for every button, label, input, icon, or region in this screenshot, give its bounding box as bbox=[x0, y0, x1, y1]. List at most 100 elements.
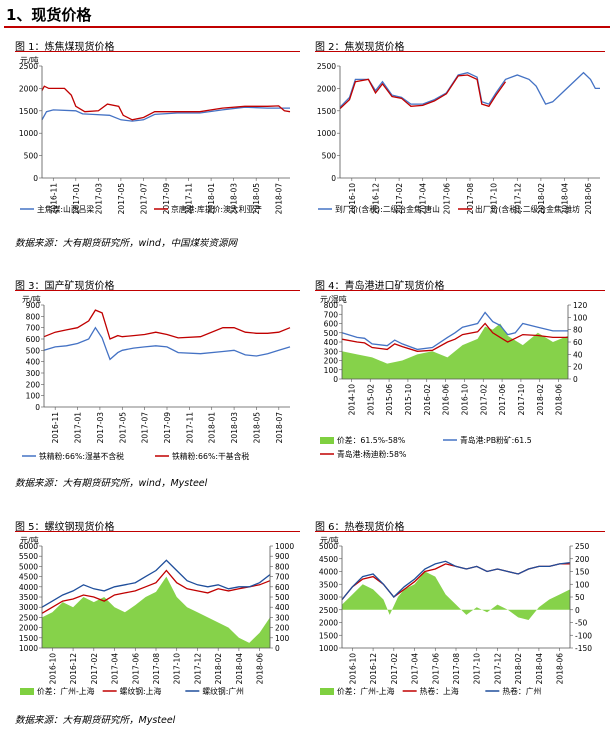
fig4-y2tick-label: 60 bbox=[573, 338, 583, 347]
fig3-xtick-label: 2018-07 bbox=[275, 412, 284, 444]
fig5-ytick-label: 2000 bbox=[19, 624, 38, 633]
fig5-xtick-label: 2017-12 bbox=[193, 653, 202, 685]
fig6-series-line-1 bbox=[341, 560, 571, 601]
fig6-y2tick-label: -50 bbox=[575, 619, 587, 628]
fig3-ytick-label: 700 bbox=[26, 324, 41, 333]
fig6-ytick-label: 5000 bbox=[319, 542, 338, 551]
fig1-legend-label: 主焦煤:山西吕梁 bbox=[37, 204, 94, 214]
fig4-legend-label: 青岛港:杨迪粉:58% bbox=[337, 449, 406, 459]
fig3-ytick-label: 400 bbox=[26, 358, 41, 367]
fig6-y2tick-label: 200 bbox=[575, 555, 590, 564]
title-divider bbox=[4, 26, 610, 28]
fig1-title: 图 1：炼焦煤现货价格 bbox=[15, 42, 115, 53]
fig1-title-rule bbox=[15, 51, 300, 52]
fig5-title: 图 5：螺纹钢现货价格 bbox=[15, 522, 115, 533]
fig5-ytick-label: 4500 bbox=[19, 573, 38, 582]
fig6-y2tick-label: 250 bbox=[575, 542, 590, 551]
fig2-ytick-label: 2500 bbox=[317, 62, 336, 71]
fig6-ytick-label: 3000 bbox=[319, 593, 338, 602]
fig3-xtick-label: 2016-11 bbox=[51, 412, 60, 444]
fig5-y2tick-label: 100 bbox=[275, 634, 290, 643]
fig5-ytick-label: 3500 bbox=[19, 593, 38, 602]
fig4-xtick-label: 2018-06 bbox=[555, 384, 564, 416]
fig1-xtick-label: 2017-07 bbox=[139, 183, 148, 215]
fig2-xtick-label: 2018-06 bbox=[584, 183, 593, 215]
fig6-area-series bbox=[342, 571, 570, 620]
fig5-y2tick-label: 700 bbox=[275, 573, 290, 582]
fig5-xtick-label: 2017-08 bbox=[152, 653, 161, 685]
fig3-ytick-label: 800 bbox=[26, 312, 41, 321]
fig6-ytick-label: 4000 bbox=[319, 568, 338, 577]
fig4-y2tick-label: 100 bbox=[573, 313, 588, 322]
fig5-ytick-label: 2500 bbox=[19, 613, 38, 622]
fig6-xtick-label: 2016-12 bbox=[369, 653, 378, 685]
fig5-area-series bbox=[42, 576, 270, 648]
fig5-legend-label: 螺纹钢:上海 bbox=[120, 686, 162, 696]
fig2-xtick-label: 2017-02 bbox=[395, 183, 404, 215]
fig1-ytick-label: 1500 bbox=[19, 107, 38, 116]
fig5-title-rule bbox=[15, 531, 300, 532]
fig6-y2tick-label: 150 bbox=[575, 568, 590, 577]
fig5-y2tick-label: 400 bbox=[275, 603, 290, 612]
fig6-legend-label: 价差：广州-上海 bbox=[337, 686, 395, 696]
fig4-y2tick-label: 0 bbox=[573, 375, 578, 384]
fig2-xtick-label: 2017-04 bbox=[419, 183, 428, 215]
fig3-ytick-label: 100 bbox=[26, 392, 41, 401]
fig4-ytick-label: 100 bbox=[324, 366, 339, 375]
fig6-xtick-label: 2017-10 bbox=[473, 653, 482, 685]
fig2-legend-label: 到厂价(含税):二级冶金焦:唐山 bbox=[335, 204, 440, 214]
source-note-2: 数据来源：大有期货研究所，wind，Mysteel bbox=[15, 478, 208, 489]
fig5-y2tick-label: 0 bbox=[275, 644, 280, 653]
fig4-ytick-label: 500 bbox=[324, 329, 339, 338]
fig1-xtick-label: 2017-03 bbox=[94, 183, 103, 215]
fig4-xtick-label: 2015-06 bbox=[385, 384, 394, 416]
fig5-ytick-label: 5000 bbox=[19, 562, 38, 571]
fig5-ytick-label: 4000 bbox=[19, 583, 38, 592]
fig3-xtick-label: 2017-03 bbox=[96, 412, 105, 444]
fig4-xtick-label: 2014-10 bbox=[347, 384, 356, 416]
fig5-xtick-label: 2016-12 bbox=[69, 653, 78, 685]
fig4-ytick-label: 0 bbox=[333, 375, 338, 384]
fig5-y2tick-label: 900 bbox=[275, 552, 290, 561]
fig1-xtick-label: 2018-03 bbox=[230, 183, 239, 215]
fig4-legend-label: 青岛港:PB粉矿:61.5 bbox=[460, 435, 532, 445]
fig3-legend-label: 铁精粉:66%:湿基不含税 bbox=[39, 451, 124, 461]
fig3-ytick-label: 600 bbox=[26, 335, 41, 344]
fig3-xtick-label: 2017-07 bbox=[141, 412, 150, 444]
fig6-unit-label: 元/吨 bbox=[320, 535, 339, 545]
fig2-xtick-label: 2018-02 bbox=[537, 183, 546, 215]
fig1-unit-label: 元/吨 bbox=[20, 55, 39, 65]
fig5-y2tick-label: 300 bbox=[275, 613, 290, 622]
fig5-xtick-label: 2017-02 bbox=[90, 653, 99, 685]
fig6-xtick-label: 2018-04 bbox=[535, 653, 544, 685]
fig5-series-line-1 bbox=[41, 559, 271, 608]
fig4-title-rule bbox=[315, 290, 605, 291]
fig6-y2tick-label: 0 bbox=[575, 606, 580, 615]
fig4-xtick-label: 2017-10 bbox=[517, 384, 526, 416]
fig6-legend-label: 热卷：广州 bbox=[502, 686, 541, 696]
fig6-chart: 元/吨100015002000250030003500400045005000-… bbox=[319, 535, 592, 696]
fig2-xtick-label: 2018-04 bbox=[561, 183, 570, 215]
fig1-xtick-label: 2017-01 bbox=[72, 183, 81, 215]
fig6-xtick-label: 2017-04 bbox=[411, 653, 420, 685]
fig6-xtick-label: 2017-02 bbox=[390, 653, 399, 685]
fig1-ytick-label: 2500 bbox=[19, 62, 38, 71]
fig2-ytick-label: 1500 bbox=[317, 107, 336, 116]
fig4-y2tick-label: 120 bbox=[573, 301, 588, 310]
fig2-title: 图 2：焦炭现货价格 bbox=[315, 42, 405, 53]
fig1-xtick-label: 2017-09 bbox=[162, 183, 171, 215]
source-note-1: 数据来源：大有期货研究所，wind，中国煤炭资源网 bbox=[15, 238, 237, 249]
fig2-legend-label: 出厂价(含税):二级冶金焦:潍坊 bbox=[475, 204, 580, 214]
fig6-title: 图 6：热卷现货价格 bbox=[315, 522, 405, 533]
fig4-y2tick-label: 80 bbox=[573, 326, 583, 335]
fig5-ytick-label: 3000 bbox=[19, 603, 38, 612]
fig2-xtick-label: 2016-12 bbox=[371, 183, 380, 215]
fig3-xtick-label: 2018-01 bbox=[208, 412, 217, 444]
fig1-ytick-label: 500 bbox=[24, 152, 39, 161]
fig4-xtick-label: 2016-02 bbox=[423, 384, 432, 416]
fig5-xtick-label: 2017-04 bbox=[111, 653, 120, 685]
fig6-title-rule bbox=[315, 531, 605, 532]
fig3-series-line-0 bbox=[43, 326, 291, 361]
fig5-xtick-label: 2018-02 bbox=[214, 653, 223, 685]
fig1-xtick-label: 2016-11 bbox=[49, 183, 58, 215]
